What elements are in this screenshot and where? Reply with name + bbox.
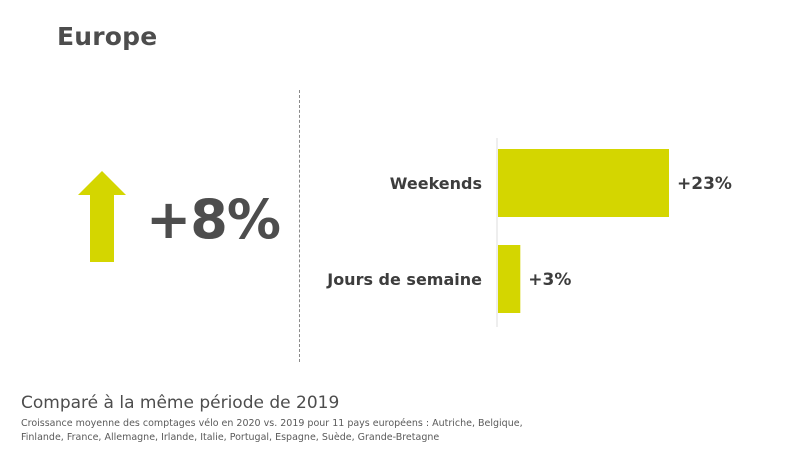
footer-title: Comparé à la même période de 2019 xyxy=(21,393,340,413)
arrow-up-icon xyxy=(78,171,126,262)
footer-note: Croissance moyenne des comptages vélo en… xyxy=(21,417,581,445)
page-title: Europe xyxy=(57,22,158,51)
footer-note-line-2: Finlande, France, Allemagne, Irlande, It… xyxy=(21,432,440,443)
summary-value: +8% xyxy=(146,188,281,251)
category-label-0: Weekends xyxy=(390,174,482,193)
bar-0 xyxy=(498,149,669,217)
arrow-up-shape xyxy=(78,171,126,262)
bars-layer: Weekends +23% Jours de semaine +3% xyxy=(326,149,732,313)
category-label-1: Jours de semaine xyxy=(326,270,482,289)
value-label-0: +23% xyxy=(677,174,732,194)
bar-1 xyxy=(498,245,521,313)
section-divider xyxy=(299,90,300,362)
value-label-1: +3% xyxy=(528,270,571,290)
footer-note-line-1: Croissance moyenne des comptages vélo en… xyxy=(21,418,523,429)
